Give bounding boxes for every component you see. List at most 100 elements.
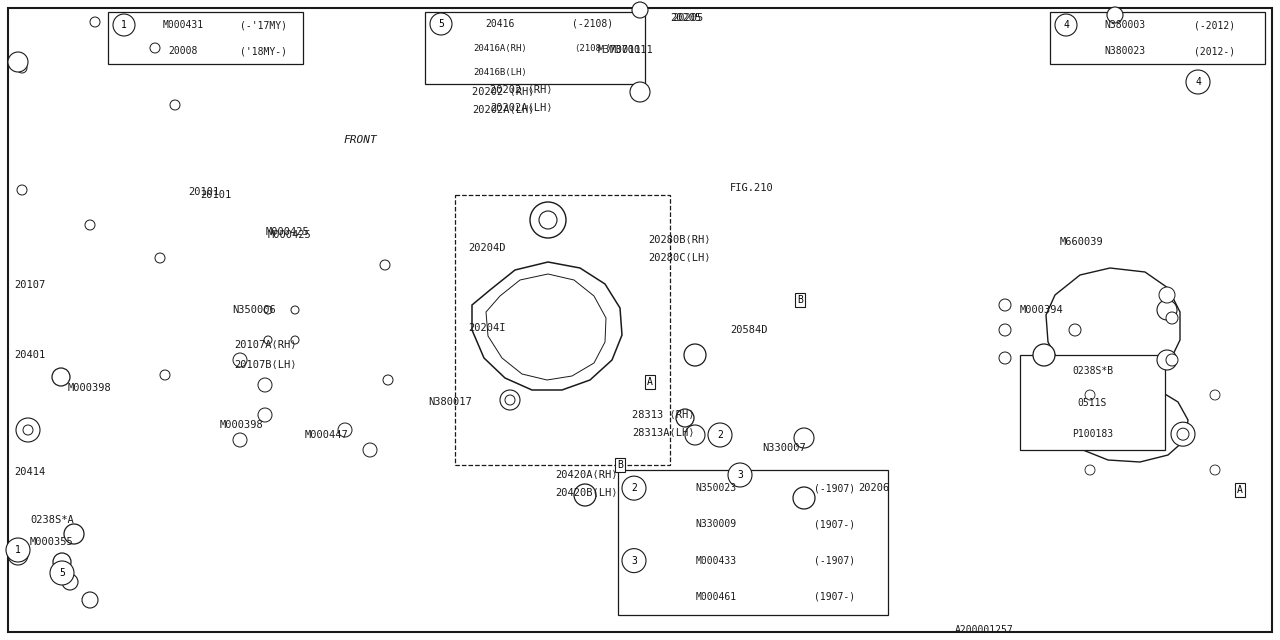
Circle shape	[728, 463, 753, 487]
Circle shape	[259, 408, 273, 422]
Circle shape	[530, 202, 566, 238]
Circle shape	[630, 82, 650, 102]
Circle shape	[23, 425, 33, 435]
Circle shape	[233, 353, 247, 367]
Text: M000355: M000355	[29, 537, 74, 547]
Polygon shape	[38, 445, 55, 480]
Text: FIG.210: FIG.210	[730, 183, 773, 193]
Text: 20420B⟨LH⟩: 20420B⟨LH⟩	[556, 488, 617, 498]
Circle shape	[82, 592, 99, 608]
Text: (-1907): (-1907)	[814, 483, 855, 493]
Text: (-2012): (-2012)	[1194, 20, 1235, 30]
Text: 1: 1	[122, 20, 127, 30]
Circle shape	[61, 574, 78, 590]
Text: N350006: N350006	[232, 305, 275, 315]
Text: 20202 ⟨RH⟩: 20202 ⟨RH⟩	[490, 85, 553, 95]
Text: 20101: 20101	[188, 187, 219, 197]
Circle shape	[364, 443, 378, 457]
Text: 4: 4	[1064, 20, 1069, 30]
Text: M370011: M370011	[611, 45, 654, 55]
Polygon shape	[14, 18, 198, 232]
Circle shape	[1157, 300, 1178, 320]
Bar	[618, 470, 888, 615]
Text: (-'17MY): (-'17MY)	[241, 20, 288, 30]
Text: 5: 5	[59, 568, 65, 578]
Text: P100183: P100183	[1071, 429, 1114, 439]
Text: N350023: N350023	[695, 483, 736, 493]
Circle shape	[52, 368, 70, 386]
Polygon shape	[42, 34, 152, 130]
Polygon shape	[1048, 384, 1188, 462]
Text: (-1907): (-1907)	[814, 556, 855, 566]
Text: 20205: 20205	[672, 13, 703, 23]
Circle shape	[150, 43, 160, 53]
Text: N380017: N380017	[428, 397, 472, 407]
Text: A: A	[1236, 485, 1243, 495]
Circle shape	[8, 545, 28, 565]
Bar	[108, 12, 303, 64]
Text: M000461: M000461	[695, 592, 736, 602]
Circle shape	[794, 428, 814, 448]
Circle shape	[160, 370, 170, 380]
Circle shape	[380, 260, 390, 270]
Circle shape	[6, 538, 29, 562]
Circle shape	[1085, 465, 1094, 475]
Circle shape	[794, 487, 815, 509]
Circle shape	[539, 211, 557, 229]
Text: 20205: 20205	[669, 13, 701, 23]
Text: FRONT: FRONT	[343, 135, 376, 145]
Text: 20204D: 20204D	[468, 243, 506, 253]
Circle shape	[708, 423, 732, 447]
Text: (1907-): (1907-)	[814, 520, 855, 529]
Circle shape	[1166, 312, 1178, 324]
Circle shape	[90, 17, 100, 27]
Text: M000433: M000433	[695, 556, 736, 566]
Text: B: B	[617, 460, 623, 470]
Circle shape	[1107, 7, 1123, 23]
Text: N380023: N380023	[1105, 46, 1146, 56]
Text: 4: 4	[1196, 77, 1201, 87]
Circle shape	[506, 395, 515, 405]
Bar	[454, 195, 669, 465]
Text: 0238S*B: 0238S*B	[1071, 366, 1114, 376]
Circle shape	[17, 185, 27, 195]
Text: 20204I: 20204I	[468, 323, 506, 333]
Circle shape	[684, 344, 707, 366]
Text: 20401: 20401	[14, 350, 45, 360]
Circle shape	[1157, 350, 1178, 370]
Circle shape	[1178, 428, 1189, 440]
Text: 3: 3	[631, 556, 637, 566]
Circle shape	[338, 423, 352, 437]
Text: 20416B⟨LH⟩: 20416B⟨LH⟩	[474, 67, 527, 77]
Polygon shape	[46, 130, 122, 184]
Circle shape	[291, 336, 300, 344]
Text: M000394: M000394	[1020, 305, 1064, 315]
Text: 20414: 20414	[14, 467, 45, 477]
Circle shape	[50, 561, 74, 585]
Circle shape	[291, 306, 300, 314]
Text: N330007: N330007	[762, 443, 805, 453]
Circle shape	[1210, 465, 1220, 475]
Text: 0511S: 0511S	[1078, 397, 1107, 408]
Circle shape	[64, 524, 84, 544]
Circle shape	[1033, 344, 1055, 366]
Text: A200001257: A200001257	[955, 625, 1014, 635]
Text: 20280C⟨LH⟩: 20280C⟨LH⟩	[648, 253, 710, 263]
Text: 2: 2	[717, 430, 723, 440]
Text: 20107A⟨RH⟩: 20107A⟨RH⟩	[234, 340, 297, 350]
Polygon shape	[486, 274, 605, 380]
Circle shape	[632, 2, 648, 18]
Text: 28313 ⟨RH⟩: 28313 ⟨RH⟩	[632, 410, 695, 420]
Circle shape	[1210, 390, 1220, 400]
Text: 20584D: 20584D	[730, 325, 768, 335]
Circle shape	[1158, 287, 1175, 303]
Text: M000425: M000425	[266, 227, 310, 237]
Text: 20008: 20008	[168, 46, 197, 56]
Circle shape	[500, 390, 520, 410]
Circle shape	[998, 324, 1011, 336]
Text: 20416A⟨RH⟩: 20416A⟨RH⟩	[474, 44, 527, 52]
Bar	[1020, 355, 1165, 450]
Circle shape	[998, 352, 1011, 364]
Text: M370011: M370011	[598, 45, 641, 55]
Circle shape	[430, 13, 452, 35]
